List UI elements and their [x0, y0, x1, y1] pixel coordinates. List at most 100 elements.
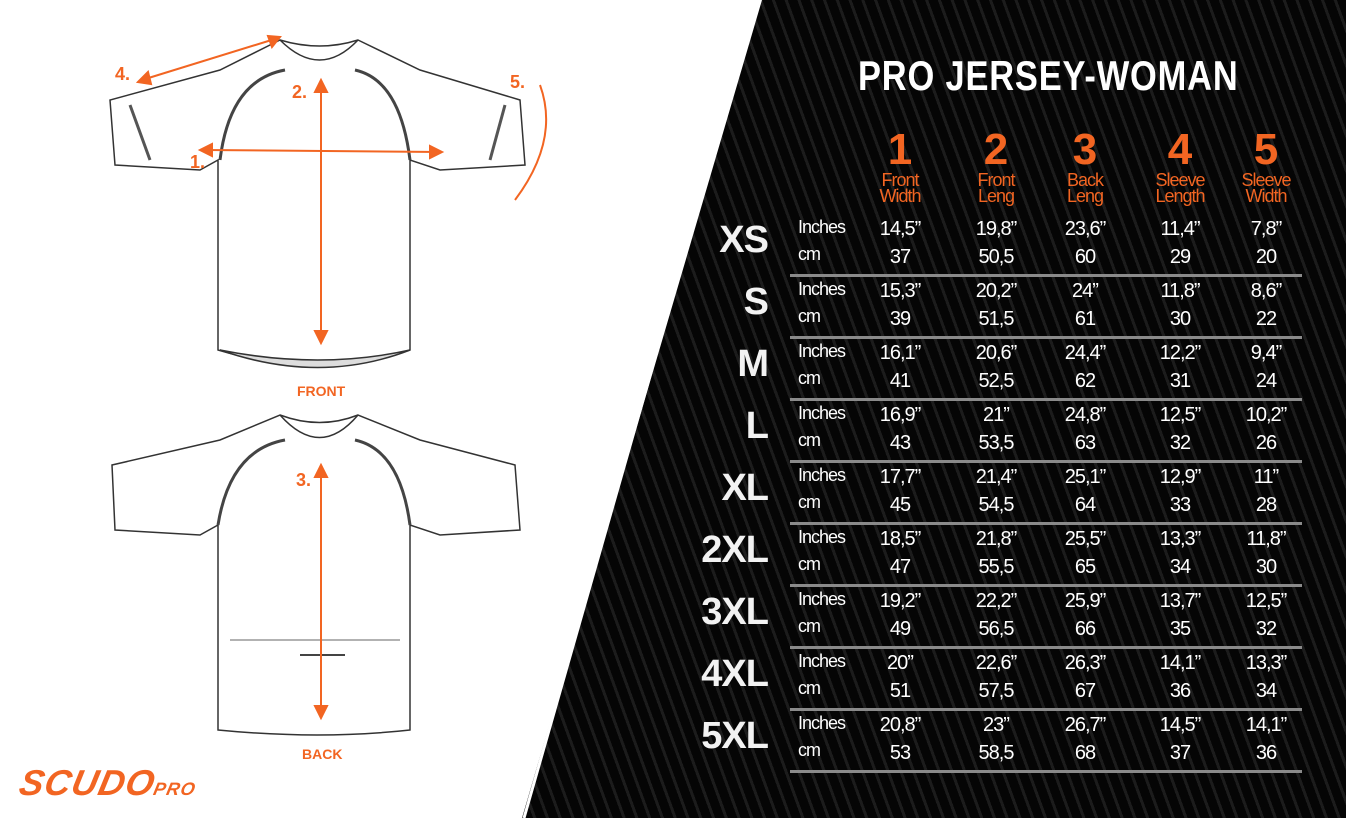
inches-value: 12,2”	[1159, 342, 1202, 364]
unit-inches: Inches	[798, 403, 846, 423]
column-header: 3 Back Leng	[1035, 125, 1135, 206]
cm-value: 20	[1255, 246, 1277, 268]
inches-value: 20,6”	[975, 342, 1018, 364]
size-label: XS	[719, 219, 769, 261]
inches-value: 12,9”	[1159, 466, 1202, 488]
inches-value: 19,8”	[975, 218, 1018, 240]
column-label2: Length	[1155, 186, 1205, 206]
cm-value: 41	[889, 370, 911, 392]
inches-value: 17,7”	[879, 466, 922, 488]
row-divider	[790, 336, 1302, 339]
inches-value: 21”	[983, 404, 1010, 426]
size-label: M	[737, 343, 769, 385]
inches-value: 14,5”	[879, 218, 922, 240]
inches-value: 22,2”	[975, 590, 1018, 612]
column-header: 5 Sleeve Width	[1216, 128, 1316, 206]
unit-inches: Inches	[798, 527, 846, 547]
size-label: 5XL	[701, 715, 769, 757]
column-num: 3	[1072, 125, 1098, 174]
cm-value: 54,5	[978, 494, 1015, 516]
unit-cm: cm	[798, 678, 821, 698]
cm-value: 36	[1255, 742, 1277, 764]
cm-value: 45	[889, 494, 911, 516]
front-label: FRONT	[297, 383, 346, 399]
row-divider	[790, 460, 1302, 463]
cm-value: 66	[1074, 618, 1096, 640]
size-label: S	[743, 281, 769, 323]
column-label1: Sleeve	[1155, 170, 1205, 190]
unit-cm: cm	[798, 492, 821, 512]
column-header: 2 Front Leng	[946, 128, 1046, 206]
row-divider	[790, 646, 1302, 649]
unit-inches: Inches	[798, 279, 846, 299]
unit-inches: Inches	[798, 465, 846, 485]
inches-value: 18,5”	[879, 528, 922, 550]
marker-3: 3.	[296, 470, 312, 490]
inches-value: 12,5”	[1159, 404, 1202, 426]
cm-value: 37	[889, 246, 911, 268]
row-divider	[790, 708, 1302, 711]
inches-value: 20”	[887, 652, 914, 674]
page-title: PRO JERSEY-WOMAN	[858, 52, 1239, 99]
column-label2: Width	[1245, 186, 1287, 206]
inches-value: 20,8”	[879, 714, 922, 736]
inches-value: 12,5”	[1245, 590, 1288, 612]
cm-value: 64	[1074, 494, 1096, 516]
inches-value: 8,6”	[1250, 280, 1282, 302]
inches-value: 14,5”	[1159, 714, 1202, 736]
cm-value: 29	[1169, 246, 1191, 268]
unit-inches: Inches	[798, 341, 846, 361]
size-label: XL	[721, 467, 769, 509]
cm-value: 22	[1255, 308, 1277, 330]
inches-value: 26,3”	[1064, 652, 1107, 674]
cm-value: 58,5	[978, 742, 1015, 764]
inches-value: 26,7”	[1064, 714, 1107, 736]
cm-value: 57,5	[978, 680, 1015, 702]
back-label: BACK	[302, 746, 343, 762]
row-divider	[790, 522, 1302, 525]
marker-5: 5.	[510, 72, 526, 92]
cm-value: 53	[889, 742, 911, 764]
column-num: 4	[1167, 125, 1193, 174]
column-label2: Leng	[977, 186, 1015, 206]
inches-value: 24,4”	[1064, 342, 1107, 364]
cm-value: 55,5	[978, 556, 1015, 578]
inches-value: 22,6”	[975, 652, 1018, 674]
unit-cm: cm	[798, 616, 821, 636]
cm-value: 50,5	[978, 246, 1015, 268]
unit-cm: cm	[798, 368, 821, 388]
cm-value: 65	[1074, 556, 1096, 578]
column-label1: Front	[977, 170, 1015, 190]
cm-value: 51	[889, 680, 911, 702]
inches-value: 25,9”	[1064, 590, 1107, 612]
inches-value: 11,8”	[1246, 528, 1286, 550]
row-divider	[790, 770, 1302, 773]
inches-value: 25,5”	[1064, 528, 1107, 550]
cm-value: 61	[1074, 308, 1096, 330]
scudo-logo: SCUDOPRO	[15, 762, 198, 803]
cm-value: 67	[1074, 680, 1096, 702]
unit-cm: cm	[798, 430, 821, 450]
inches-value: 13,3”	[1245, 652, 1288, 674]
cm-value: 53,5	[978, 432, 1015, 454]
cm-value: 24	[1255, 370, 1277, 392]
cm-value: 43	[889, 432, 911, 454]
inches-value: 15,3”	[879, 280, 922, 302]
row-divider	[790, 274, 1302, 277]
column-label1: Sleeve	[1241, 170, 1291, 190]
cm-value: 28	[1255, 494, 1277, 516]
column-num: 1	[887, 125, 913, 174]
cm-value: 33	[1169, 494, 1191, 516]
unit-inches: Inches	[798, 651, 846, 671]
size-label: 3XL	[701, 591, 769, 633]
inches-value: 16,1”	[879, 342, 922, 364]
inches-value: 7,8”	[1250, 218, 1282, 240]
column-label2: Leng	[1066, 186, 1104, 206]
cm-value: 32	[1255, 618, 1277, 640]
inches-value: 13,3”	[1159, 528, 1202, 550]
cm-value: 26	[1255, 432, 1277, 454]
unit-cm: cm	[798, 244, 821, 264]
inches-value: 25,1”	[1064, 466, 1107, 488]
column-label2: Width	[879, 186, 921, 206]
front-jersey	[109, 39, 526, 369]
